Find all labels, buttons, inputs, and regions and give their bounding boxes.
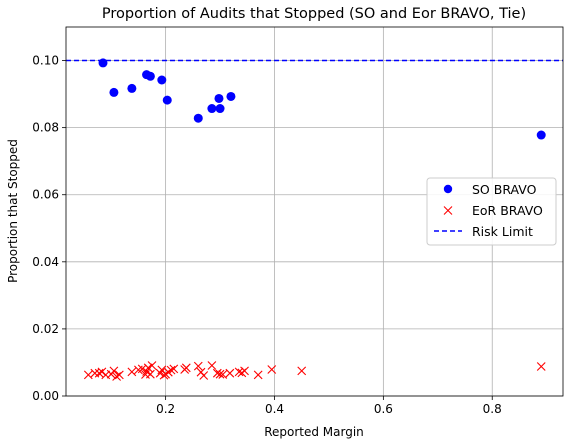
legend-so-marker bbox=[443, 184, 453, 194]
eor-bravo-point-stroke bbox=[157, 365, 167, 375]
eor-bravo-point-stroke bbox=[101, 370, 111, 380]
eor-bravo-point bbox=[240, 366, 249, 376]
y-axis-ticks: 0.00 0.02 0.04 0.06 0.08 0.10 bbox=[32, 54, 66, 403]
eor-bravo-point-stroke bbox=[137, 364, 147, 374]
plot-frame bbox=[65, 26, 564, 397]
so-bravo-point bbox=[145, 71, 155, 81]
eor-bravo-point bbox=[112, 372, 122, 381]
eor-bravo-point-stroke bbox=[143, 363, 153, 373]
legend-eor-label: EoR BRAVO bbox=[472, 203, 543, 218]
eor-bravo-point bbox=[215, 369, 225, 379]
eor-bravo-point bbox=[166, 365, 176, 375]
so-bravo-point bbox=[207, 104, 217, 114]
eor-bravo-point-stroke bbox=[166, 365, 176, 375]
so-bravo-point bbox=[536, 130, 546, 140]
eor-bravo-point-stroke bbox=[181, 363, 191, 373]
eor-bravo-point bbox=[212, 368, 222, 378]
eor-bravo-point bbox=[234, 367, 244, 377]
eor-bravo-point bbox=[181, 363, 191, 373]
eor-bravo-point-stroke bbox=[215, 369, 225, 379]
eor-bravo-point bbox=[199, 371, 209, 380]
so-bravo-point bbox=[127, 83, 137, 93]
legend-risk-label: Risk Limit bbox=[472, 224, 533, 239]
eor-bravo-point bbox=[218, 370, 228, 379]
y-axis-label: Proportion that Stopped bbox=[6, 139, 20, 283]
eor-bravo-point bbox=[127, 367, 137, 377]
eor-bravo-point-stroke bbox=[147, 361, 157, 370]
x-axis-label: Reported Margin bbox=[264, 425, 364, 439]
eor-bravo-point-stroke bbox=[193, 361, 203, 371]
eor-bravo-point bbox=[94, 368, 104, 378]
x-tick-label: 0.2 bbox=[156, 402, 175, 416]
eor-bravo-point-stroke bbox=[127, 367, 137, 377]
legend-so-label: SO BRAVO bbox=[472, 182, 537, 197]
eor-bravo-point bbox=[90, 368, 100, 378]
x-tick-label: 0.8 bbox=[483, 402, 502, 416]
eor-bravo-point bbox=[114, 370, 124, 380]
so-bravo-point bbox=[193, 113, 203, 123]
legend: SO BRAVO EoR BRAVO Risk Limit bbox=[426, 177, 557, 246]
chart-title: Proportion of Audits that Stopped (SO an… bbox=[102, 6, 526, 22]
eor-bravo-point-stroke bbox=[90, 368, 100, 378]
so-bravo-point bbox=[214, 93, 224, 103]
y-tick-label: 0.00 bbox=[32, 389, 59, 403]
eor-bravo-point bbox=[169, 364, 179, 374]
eor-bravo-point-stroke bbox=[297, 366, 307, 376]
eor-bravo-point-stroke bbox=[253, 370, 263, 380]
eor-bravo-point-stroke bbox=[225, 368, 235, 378]
eor-bravo-point bbox=[143, 363, 153, 373]
eor-bravo-point bbox=[145, 369, 155, 379]
legend-eor-marker bbox=[443, 206, 453, 215]
x-tick-label: 0.6 bbox=[374, 402, 393, 416]
eor-bravo-point bbox=[225, 368, 235, 378]
eor-bravo-point bbox=[83, 370, 93, 380]
eor-bravo-point bbox=[109, 366, 119, 376]
y-tick-label: 0.10 bbox=[32, 54, 59, 68]
eor-bravo-point bbox=[193, 361, 203, 371]
eor-bravo-point-stroke bbox=[112, 372, 122, 381]
eor-bravo-point bbox=[297, 366, 307, 376]
so-bravo-point bbox=[157, 75, 167, 85]
y-tick-label: 0.02 bbox=[32, 322, 59, 336]
eor-bravo-point bbox=[267, 365, 277, 374]
so-bravo-point bbox=[109, 87, 119, 97]
eor-bravo-point-stroke bbox=[207, 361, 217, 370]
eor-bravo-point bbox=[253, 370, 263, 380]
eor-bravo-point bbox=[147, 361, 157, 370]
eor-bravo-point-stroke bbox=[109, 366, 119, 376]
eor-bravo-point-stroke bbox=[218, 370, 228, 379]
y-tick-label: 0.08 bbox=[32, 121, 59, 135]
eor-bravo-points bbox=[83, 361, 546, 381]
eor-bravo-point bbox=[97, 367, 107, 377]
eor-bravo-point-stroke bbox=[267, 365, 277, 374]
legend-box bbox=[426, 177, 557, 246]
eor-bravo-point-stroke bbox=[94, 368, 104, 378]
eor-bravo-point bbox=[536, 362, 546, 371]
eor-bravo-point-stroke bbox=[114, 370, 124, 380]
eor-bravo-point-stroke bbox=[234, 367, 244, 377]
eor-bravo-point-stroke bbox=[83, 370, 93, 380]
eor-bravo-point-stroke bbox=[240, 366, 249, 376]
so-bravo-point bbox=[162, 95, 172, 105]
eor-bravo-point-stroke bbox=[199, 371, 209, 380]
eor-bravo-point bbox=[207, 361, 217, 370]
y-tick-label: 0.06 bbox=[32, 188, 59, 202]
eor-bravo-point-stroke bbox=[145, 369, 155, 379]
x-tick-label: 0.4 bbox=[265, 402, 284, 416]
eor-bravo-point-stroke bbox=[169, 364, 179, 374]
so-bravo-point bbox=[98, 58, 108, 68]
so-bravo-point bbox=[215, 104, 225, 114]
so-bravo-point bbox=[226, 91, 236, 101]
eor-bravo-point-stroke bbox=[212, 368, 222, 378]
y-tick-label: 0.04 bbox=[32, 255, 59, 269]
eor-bravo-point-stroke bbox=[536, 362, 546, 371]
eor-bravo-point-stroke bbox=[97, 367, 107, 377]
so-bravo-points bbox=[98, 58, 546, 140]
x-axis-ticks: 0.2 0.4 0.6 0.8 bbox=[156, 396, 502, 416]
